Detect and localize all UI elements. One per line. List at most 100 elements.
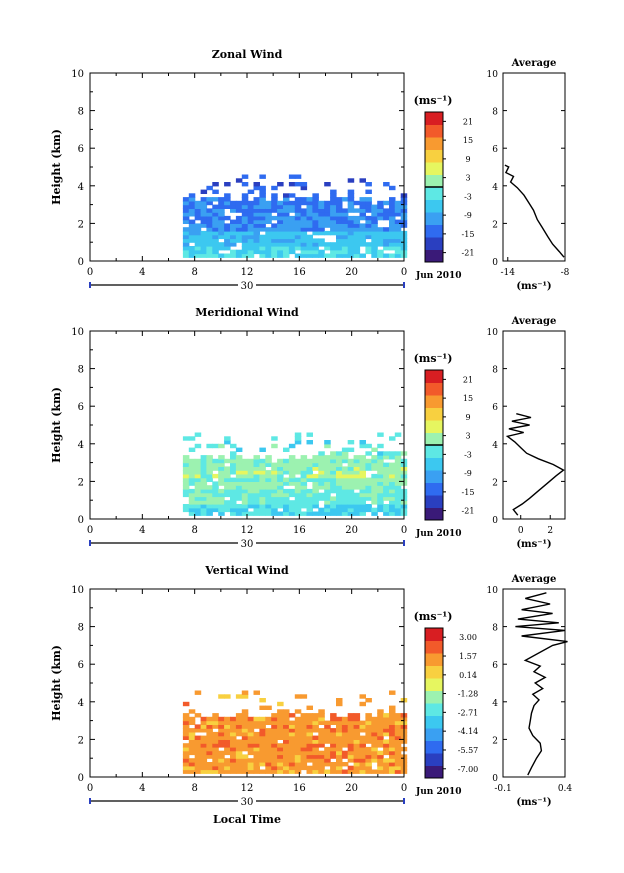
- heatmap-cell: [271, 496, 278, 501]
- heatmap-cell: [200, 507, 208, 513]
- heatmap-cell: [188, 223, 196, 228]
- heatmap-cell: [347, 200, 355, 206]
- heatmap-cell: [312, 762, 319, 767]
- average-x-label: (ms⁻¹): [516, 797, 551, 808]
- heatmap-cell: [306, 204, 313, 209]
- heatmap-cell: [394, 473, 402, 479]
- heatmap-cell: [300, 735, 308, 740]
- heatmap-cell: [224, 769, 231, 774]
- heatmap-cell: [365, 223, 372, 228]
- heatmap-cell: [218, 455, 225, 460]
- heatmap-cell: [247, 238, 255, 243]
- heatmap-cell: [206, 511, 213, 516]
- heatmap-cell: [288, 500, 296, 505]
- heatmap-cell: [359, 485, 366, 490]
- heatmap-cell: [324, 242, 331, 247]
- heatmap-cell: [294, 728, 302, 733]
- average-y-tick-label: 8: [492, 366, 498, 376]
- heatmap-cell: [306, 713, 313, 718]
- heatmap-cell: [383, 713, 390, 718]
- colorbar: (ms⁻¹)3.001.570.14-1.28-2.71-4.14-5.57-7…: [414, 610, 478, 779]
- heatmap-cell: [294, 746, 302, 752]
- heatmap-cell: [324, 720, 331, 725]
- heatmap-cell: [389, 212, 396, 217]
- heatmap-cell: [300, 750, 308, 756]
- heatmap-cell: [230, 765, 237, 771]
- heatmap-cell: [294, 223, 302, 228]
- heatmap-cell: [212, 189, 219, 194]
- heatmap-cell: [212, 739, 219, 744]
- heatmap-cell: [294, 758, 302, 763]
- heatmap-cell: [294, 477, 302, 482]
- heatmap-cell: [359, 473, 366, 479]
- heatmap-cell: [271, 223, 278, 228]
- heatmap-cell: [259, 234, 266, 240]
- heatmap-cell: [324, 440, 331, 445]
- heatmap-cell: [247, 204, 255, 209]
- heatmap-cell: [377, 451, 384, 456]
- heatmap-cell: [318, 713, 325, 718]
- heatmap-cell: [230, 500, 237, 505]
- heatmap-cell: [353, 511, 361, 516]
- heatmap-cell: [230, 716, 237, 722]
- heatmap-cell: [365, 230, 372, 236]
- heatmap-cell: [294, 182, 302, 187]
- heatmap-cell: [283, 470, 290, 475]
- heatmap-cell: [347, 458, 355, 464]
- heatmap-cell: [330, 227, 337, 232]
- heatmap-cell: [353, 743, 361, 748]
- heatmap-cell: [259, 473, 266, 479]
- heatmap-cell: [324, 731, 331, 737]
- heatmap-cell: [241, 504, 249, 509]
- heatmap-cell: [312, 253, 319, 258]
- heatmap-cell: [336, 200, 343, 206]
- heatmap-cell: [283, 762, 290, 767]
- average-profile-line: [504, 164, 565, 258]
- heatmap-cell: [253, 754, 260, 759]
- heatmap-cell: [312, 500, 319, 505]
- heatmap-cell: [377, 470, 384, 475]
- heatmap-cell: [271, 466, 278, 471]
- heatmap-cell: [294, 200, 302, 206]
- heatmap-cell: [277, 713, 284, 718]
- heatmap-cell: [347, 758, 355, 763]
- heatmap-cell: [265, 762, 272, 767]
- colorbar-segment: [425, 640, 443, 654]
- heatmap-cell: [353, 713, 361, 718]
- heatmap-cell: [336, 724, 343, 729]
- heatmap-cell: [259, 485, 266, 490]
- heatmap-cell: [383, 466, 390, 471]
- heatmap-cell: [230, 731, 237, 737]
- heatmap-cell: [271, 488, 278, 494]
- heatmap-cell: [294, 716, 302, 722]
- heatmap-cell: [218, 488, 225, 494]
- heatmap-cell: [194, 488, 202, 494]
- heatmap-cell: [265, 462, 272, 467]
- heatmap-cell: [365, 208, 372, 213]
- heatmap-cell: [253, 724, 260, 729]
- x-tick-label: 8: [191, 783, 197, 794]
- heatmap-cell: [389, 200, 396, 206]
- heatmap-cell: [283, 758, 290, 763]
- heatmap-cell: [294, 496, 302, 501]
- heatmap-cell: [224, 473, 231, 479]
- heatmap-cell: [182, 504, 190, 509]
- heatmap-cell: [371, 731, 378, 737]
- heatmap-cell: [341, 215, 349, 221]
- heatmap-cell: [247, 253, 255, 258]
- heatmap-cell: [188, 488, 196, 494]
- heatmap-cell: [312, 197, 319, 202]
- heatmap-cell: [288, 455, 296, 460]
- heatmap-cell: [371, 215, 378, 221]
- heatmap-cell: [224, 246, 231, 251]
- heatmap-cell: [288, 238, 296, 243]
- heatmap-cell: [259, 174, 266, 179]
- colorbar-segment: [425, 765, 443, 779]
- heatmap-cell: [188, 504, 196, 509]
- heatmap-cell: [389, 765, 396, 771]
- heatmap-cell: [182, 455, 190, 460]
- average-profile-line: [505, 413, 565, 516]
- heatmap-cell: [294, 215, 302, 221]
- heatmap-cell: [383, 227, 390, 232]
